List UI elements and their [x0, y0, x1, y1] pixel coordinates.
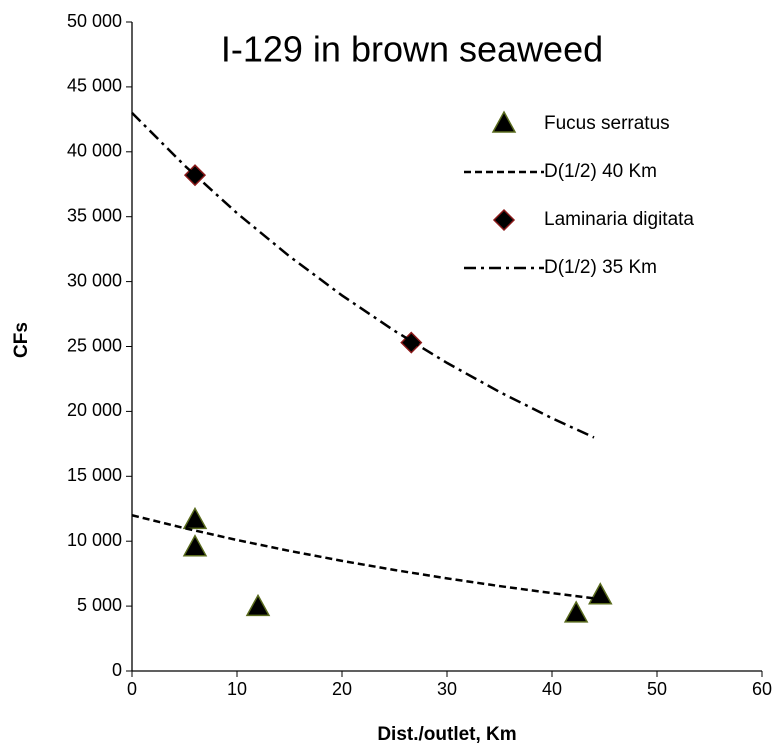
data-point — [563, 600, 589, 623]
x-axis-label: Dist./outlet, Km — [377, 724, 516, 745]
y-tick-label: 40 000 — [67, 141, 122, 161]
x-tick-label: 40 — [542, 679, 562, 699]
legend-marker — [492, 208, 516, 232]
data-point — [182, 534, 208, 557]
y-tick-label: 25 000 — [67, 335, 122, 355]
y-tick-label: 10 000 — [67, 530, 122, 550]
x-tick-label: 50 — [647, 679, 667, 699]
legend-marker — [491, 110, 517, 133]
y-tick-label: 20 000 — [67, 400, 122, 420]
fit-line — [131, 111, 595, 439]
x-tick-label: 0 — [127, 679, 137, 699]
data-point — [245, 593, 271, 617]
legend-label: D(1/2) 40 Km — [544, 161, 657, 182]
legend-label: Fucus serratus — [544, 113, 670, 134]
y-tick-label: 15 000 — [67, 465, 122, 485]
y-axis-label: CFs — [11, 322, 32, 358]
y-tick-label: 5 000 — [77, 595, 122, 615]
legend-label: D(1/2) 35 Km — [544, 257, 657, 278]
legend-label: Laminaria digitata — [544, 209, 694, 230]
data-point — [588, 582, 613, 605]
y-tick-label: 45 000 — [67, 76, 122, 96]
x-tick-label: 20 — [332, 679, 352, 699]
x-tick-label: 30 — [437, 679, 457, 699]
y-tick-label: 35 000 — [67, 205, 122, 225]
y-tick-label: 50 000 — [67, 11, 122, 31]
y-tick-label: 0 — [112, 660, 122, 680]
chart-title: I-129 in brown seaweed — [221, 29, 603, 70]
fit-line — [131, 514, 595, 600]
x-tick-label: 10 — [227, 679, 247, 699]
y-tick-label: 30 000 — [67, 270, 122, 290]
x-tick-label: 60 — [752, 679, 772, 699]
data-point — [182, 506, 208, 530]
